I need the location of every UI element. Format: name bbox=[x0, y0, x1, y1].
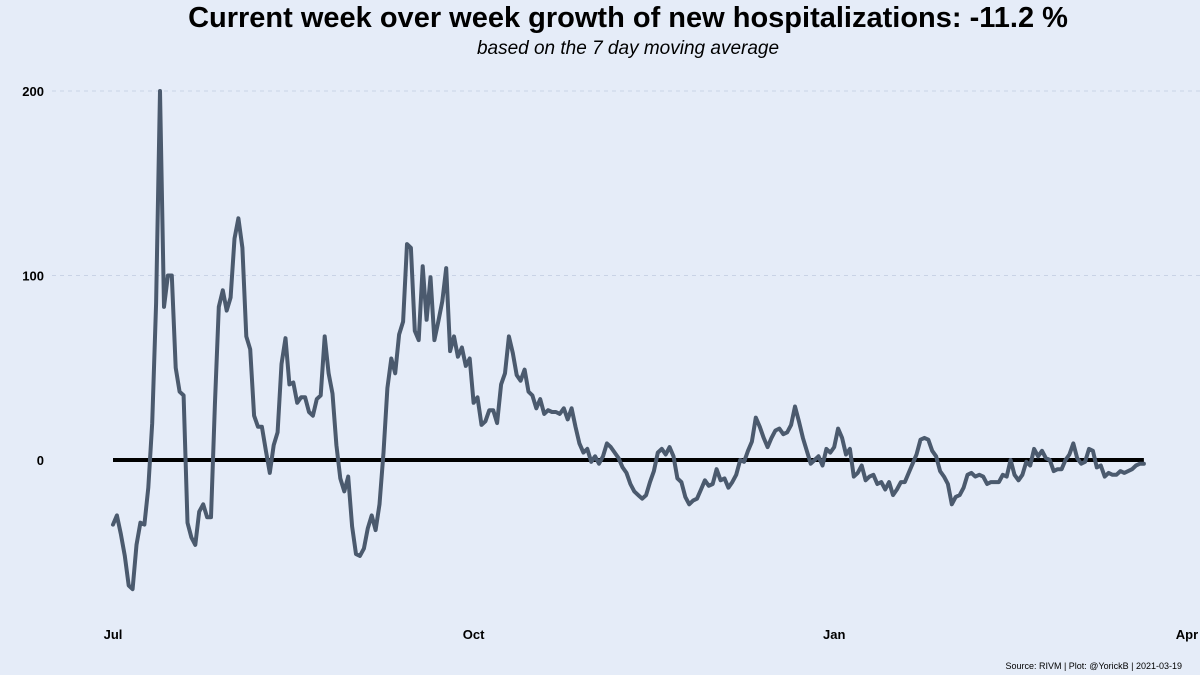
chart-subtitle: based on the 7 day moving average bbox=[476, 38, 780, 59]
x-axis-ticks: Jul Oct Jan Apr bbox=[104, 627, 1199, 642]
y-tick-label: 100 bbox=[22, 269, 44, 284]
y-tick-label: 200 bbox=[22, 84, 44, 99]
x-tick-label: Jul bbox=[104, 627, 123, 642]
x-tick-label: Apr bbox=[1176, 627, 1198, 642]
series-line bbox=[111, 89, 1146, 592]
chart-title: Current week over week growth of new hos… bbox=[188, 2, 1068, 34]
y-axis-ticks: 0 100 200 bbox=[22, 84, 44, 468]
source-caption: Source: RIVM | Plot: @YorickB | 2021-03-… bbox=[1005, 661, 1182, 671]
x-tick-label: Jan bbox=[823, 627, 845, 642]
grid-lines bbox=[52, 90, 1200, 276]
y-tick-label: 0 bbox=[37, 453, 44, 468]
x-tick-label: Oct bbox=[463, 627, 485, 642]
